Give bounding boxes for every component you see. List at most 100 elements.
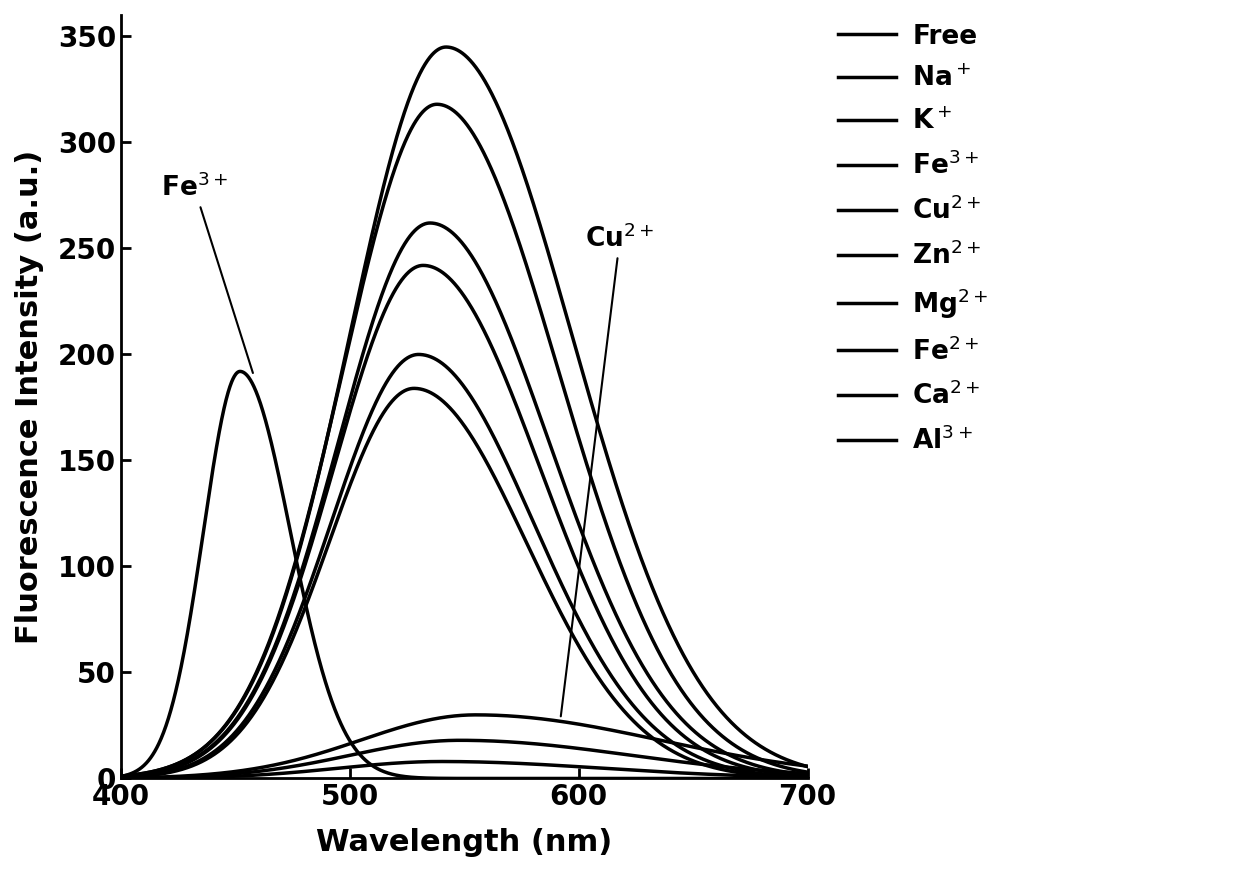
Line: Na$^+$: Na$^+$ <box>122 105 807 776</box>
Zn$^{2+}$ <box>781 769 796 780</box>
Fe$^{2+}$ <box>448 409 463 419</box>
Na$^+$ <box>781 763 796 773</box>
Al$^{3+}$ <box>800 772 815 782</box>
Ca$^{2+}$ <box>800 768 815 779</box>
Ca$^{2+}$ <box>429 736 444 746</box>
Cu$^{2+}$ <box>781 759 796 769</box>
Al$^{3+}$ <box>429 756 444 766</box>
Al$^{3+}$ <box>655 766 670 777</box>
Fe$^{2+}$ <box>429 392 444 402</box>
Na$^+$ <box>780 763 795 773</box>
Fe$^{3+}$ <box>114 771 129 781</box>
K$^+$ <box>781 767 796 778</box>
Al$^{3+}$ <box>781 772 796 782</box>
Na$^+$ <box>149 766 164 776</box>
Mg$^{2+}$ <box>781 771 796 781</box>
Line: Free: Free <box>122 47 807 776</box>
Line: K$^+$: K$^+$ <box>122 223 807 777</box>
Text: Fe$^{3+}$: Fe$^{3+}$ <box>161 174 253 373</box>
Mg$^{2+}$ <box>114 772 129 782</box>
Mg$^{2+}$ <box>780 771 795 781</box>
Fe$^{2+}$ <box>780 772 795 782</box>
X-axis label: Wavelength (nm): Wavelength (nm) <box>316 828 613 857</box>
Zn$^{2+}$ <box>149 767 164 778</box>
Free <box>439 42 454 52</box>
K$^+$ <box>423 218 438 228</box>
Fe$^{2+}$ <box>407 383 422 393</box>
K$^+$ <box>114 772 129 782</box>
Al$^{3+}$ <box>780 772 795 782</box>
Line: Al$^{3+}$: Al$^{3+}$ <box>122 761 807 779</box>
Fe$^{3+}$ <box>781 773 796 784</box>
Free <box>655 605 670 616</box>
Fe$^{3+}$ <box>233 366 248 377</box>
Ca$^{2+}$ <box>114 773 129 783</box>
Cu$^{2+}$ <box>800 761 815 772</box>
Ca$^{2+}$ <box>453 735 467 746</box>
Zn$^{2+}$ <box>800 771 815 781</box>
Fe$^{2+}$ <box>655 739 670 750</box>
Mg$^{2+}$ <box>448 371 463 381</box>
Ca$^{2+}$ <box>655 754 670 765</box>
K$^+$ <box>149 767 164 778</box>
Zn$^{2+}$ <box>655 710 670 720</box>
Na$^+$ <box>800 767 815 778</box>
Fe$^{3+}$ <box>780 773 795 784</box>
K$^+$ <box>780 767 795 778</box>
K$^+$ <box>800 770 815 780</box>
Fe$^{2+}$ <box>800 773 815 783</box>
Free <box>781 755 796 766</box>
Mg$^{2+}$ <box>149 769 164 780</box>
Ca$^{2+}$ <box>780 767 795 778</box>
Zn$^{2+}$ <box>415 260 430 270</box>
Fe$^{2+}$ <box>781 772 796 782</box>
Mg$^{2+}$ <box>800 772 815 782</box>
K$^+$ <box>448 230 463 241</box>
Line: Cu$^{2+}$: Cu$^{2+}$ <box>122 715 807 778</box>
Cu$^{2+}$ <box>429 713 444 724</box>
Na$^+$ <box>429 99 444 110</box>
Mg$^{2+}$ <box>410 349 425 359</box>
Zn$^{2+}$ <box>780 769 795 780</box>
Ca$^{2+}$ <box>781 767 796 778</box>
Cu$^{2+}$ <box>655 735 670 746</box>
Na$^+$ <box>655 653 670 664</box>
Na$^+$ <box>114 771 129 781</box>
Free <box>114 771 129 781</box>
Fe$^{3+}$ <box>448 773 463 784</box>
Ca$^{2+}$ <box>149 773 164 783</box>
Zn$^{2+}$ <box>429 264 444 275</box>
Legend: Free, Na$^+$, K$^+$, Fe$^{3+}$, Cu$^{2+}$, Zn$^{2+}$, Mg$^{2+}$, Fe$^{2+}$, Ca$^: Free, Na$^+$, K$^+$, Fe$^{3+}$, Cu$^{2+}… <box>827 13 999 466</box>
Fe$^{3+}$ <box>149 744 164 754</box>
Y-axis label: Fluorescence Intensity (a.u.): Fluorescence Intensity (a.u.) <box>15 150 43 644</box>
K$^+$ <box>655 690 670 700</box>
Free <box>780 755 795 766</box>
Fe$^{3+}$ <box>800 773 815 784</box>
Free <box>448 44 463 54</box>
Line: Mg$^{2+}$: Mg$^{2+}$ <box>122 354 807 777</box>
Free <box>800 761 815 772</box>
Line: Zn$^{2+}$: Zn$^{2+}$ <box>122 265 807 777</box>
Text: Cu$^{2+}$: Cu$^{2+}$ <box>560 224 655 717</box>
Al$^{3+}$ <box>434 756 449 766</box>
Free <box>429 45 444 56</box>
Fe$^{3+}$ <box>429 773 444 784</box>
Line: Fe$^{2+}$: Fe$^{2+}$ <box>122 388 807 778</box>
Line: Ca$^{2+}$: Ca$^{2+}$ <box>122 740 807 778</box>
Line: Fe$^{3+}$: Fe$^{3+}$ <box>122 371 807 779</box>
Mg$^{2+}$ <box>655 729 670 739</box>
Cu$^{2+}$ <box>149 772 164 782</box>
K$^+$ <box>429 219 444 229</box>
Free <box>149 766 164 776</box>
Cu$^{2+}$ <box>448 711 463 721</box>
Al$^{3+}$ <box>448 756 463 766</box>
Mg$^{2+}$ <box>429 355 444 365</box>
Na$^+$ <box>448 106 463 117</box>
Zn$^{2+}$ <box>448 279 463 290</box>
Fe$^{3+}$ <box>655 773 670 784</box>
Cu$^{2+}$ <box>780 759 795 769</box>
Ca$^{2+}$ <box>448 735 463 746</box>
Al$^{3+}$ <box>114 773 129 784</box>
Fe$^{2+}$ <box>114 773 129 783</box>
Cu$^{2+}$ <box>114 773 129 783</box>
